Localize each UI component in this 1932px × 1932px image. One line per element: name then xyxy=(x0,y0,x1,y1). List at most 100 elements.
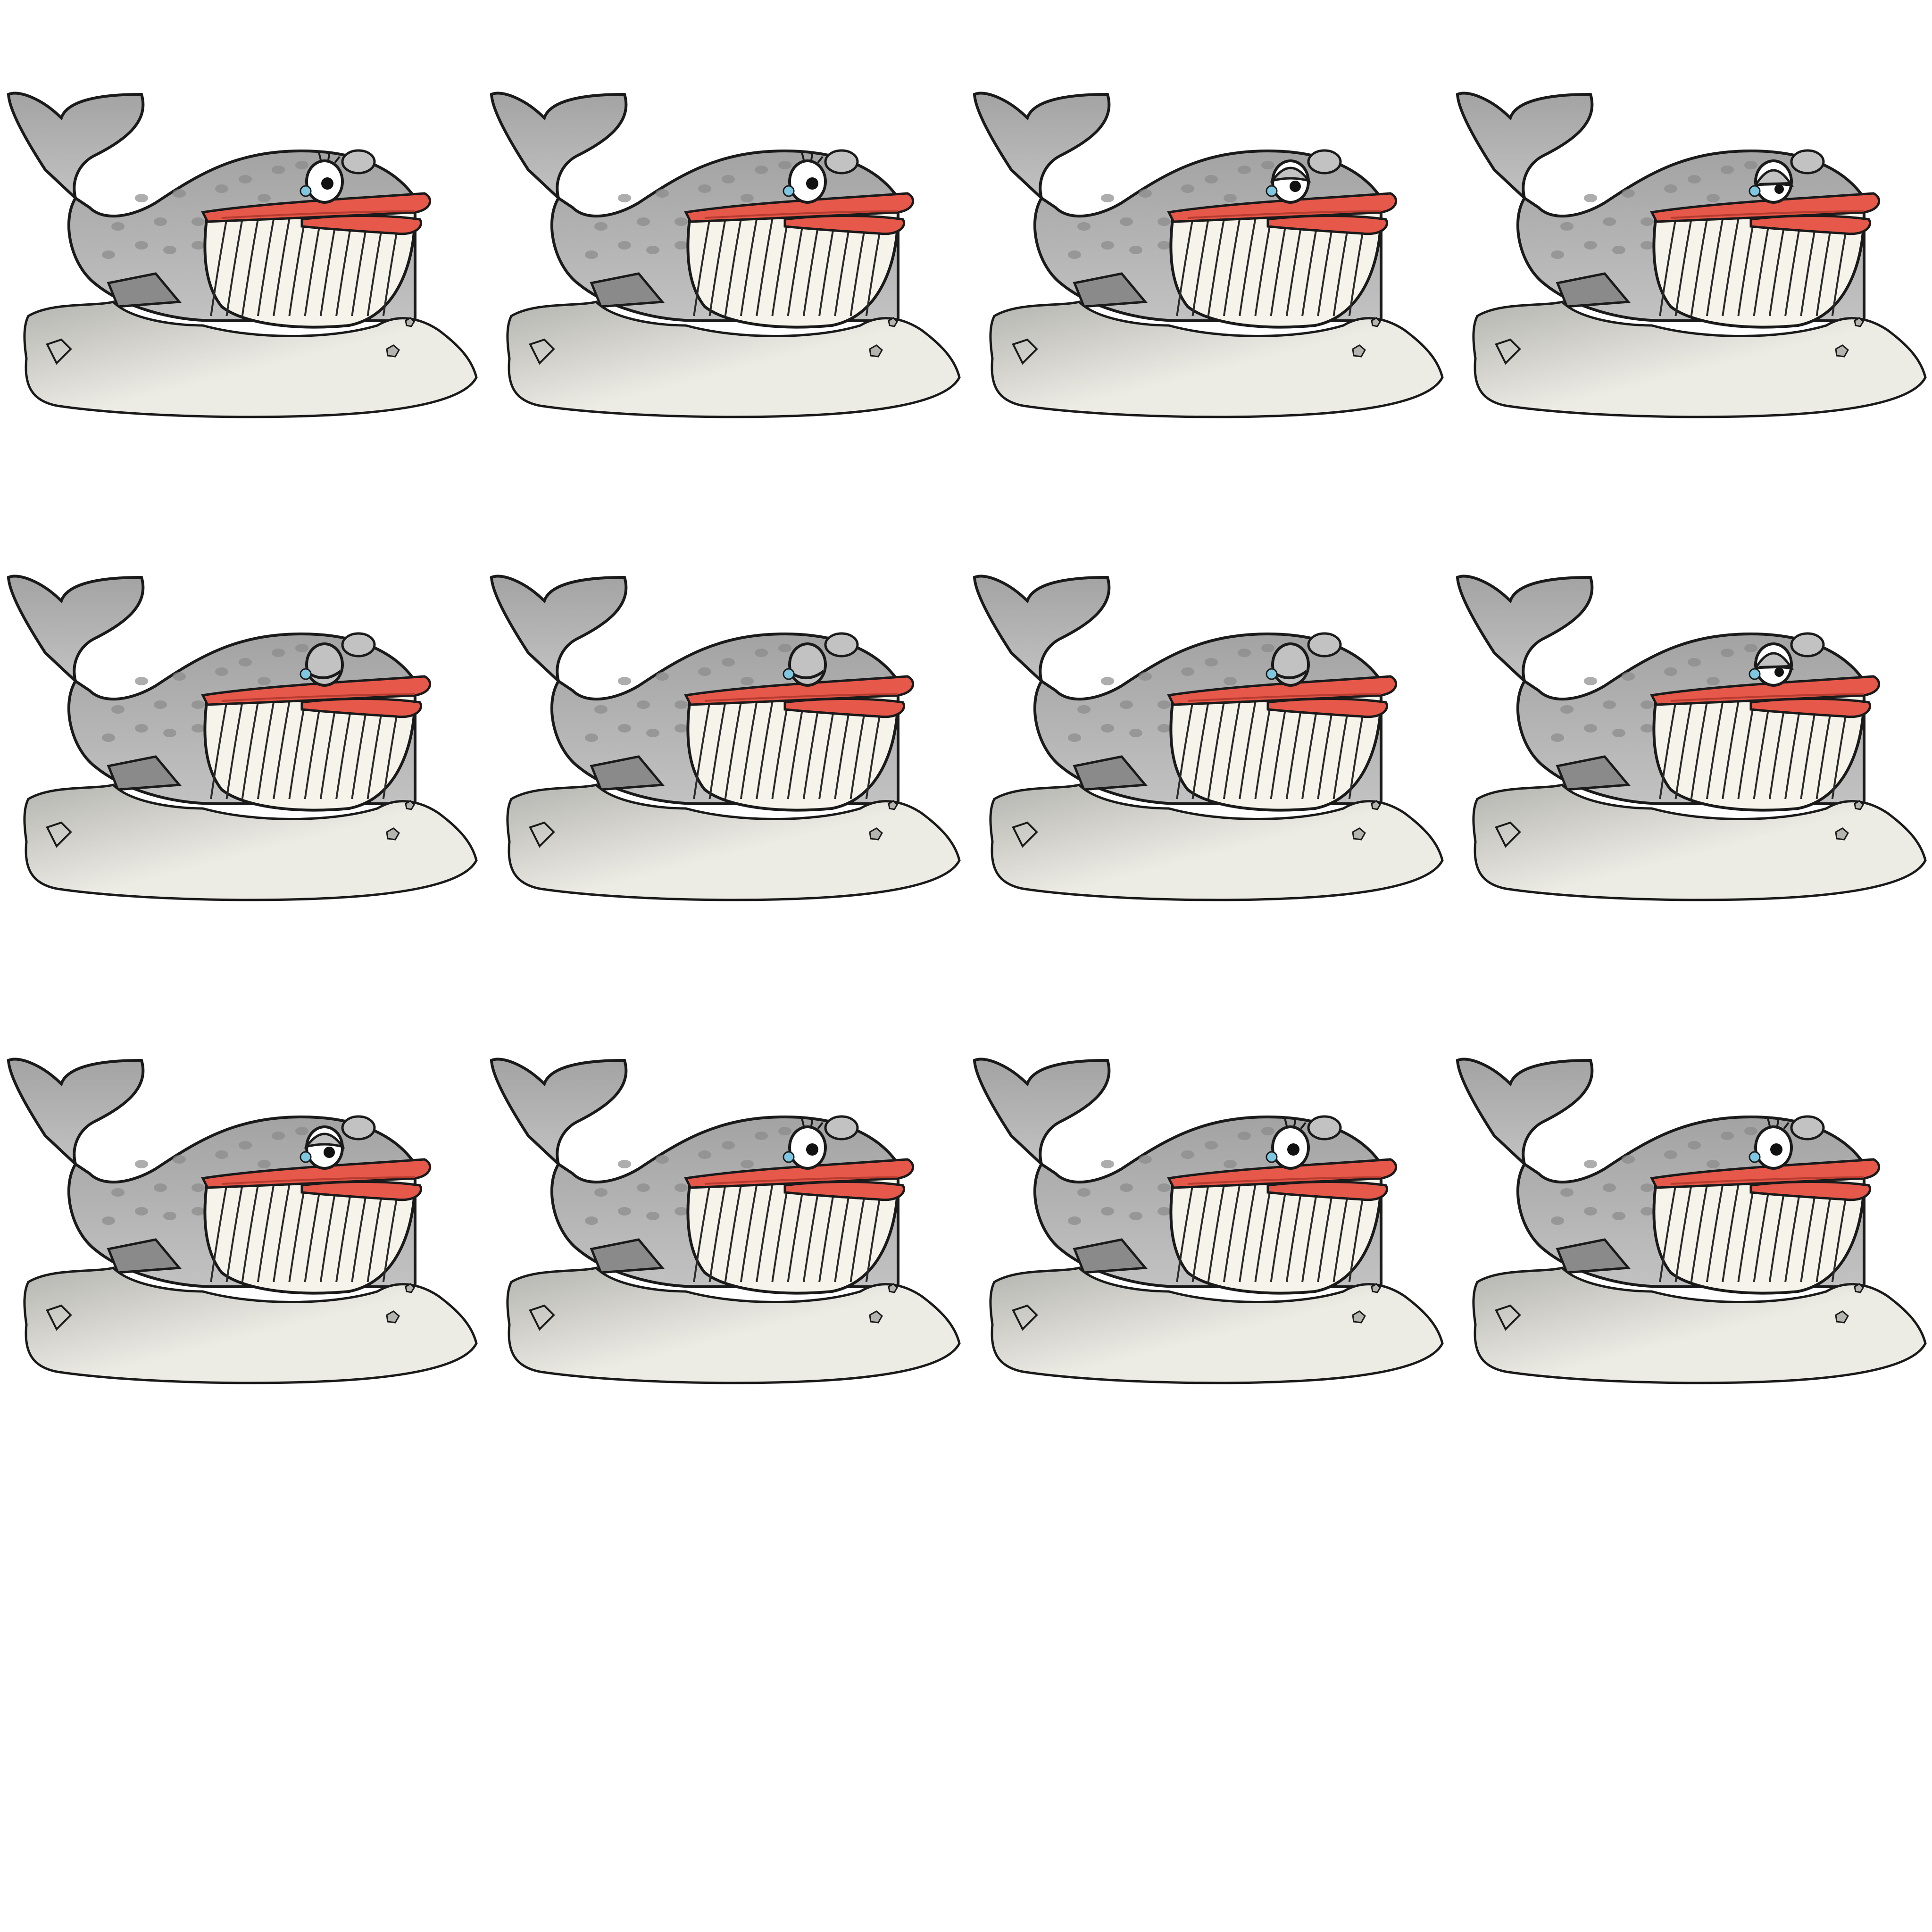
body-spot xyxy=(1101,1160,1114,1168)
pebble xyxy=(888,1283,898,1293)
whale-sprite-frame xyxy=(0,0,483,483)
tail-fluke xyxy=(490,92,628,203)
baleen-line xyxy=(288,1183,307,1282)
body-spot xyxy=(135,241,148,250)
body-spot xyxy=(646,1212,659,1220)
body-spot xyxy=(258,1160,271,1168)
body-spot xyxy=(675,217,688,226)
body-spot xyxy=(722,1141,735,1149)
body-spot xyxy=(1139,1155,1152,1164)
body-spot xyxy=(1622,1155,1635,1164)
tail-fluke xyxy=(490,1058,628,1169)
body-spot xyxy=(1120,1183,1133,1192)
body-spot xyxy=(1101,1207,1114,1216)
body-spot xyxy=(135,1207,148,1216)
whale-sprite xyxy=(7,1058,478,1384)
tail-fluke xyxy=(973,92,1111,203)
lower-lip xyxy=(300,215,422,235)
baleen-line xyxy=(1191,1183,1210,1282)
pebble xyxy=(386,827,400,841)
baleen-line xyxy=(740,700,758,799)
tail-fluke xyxy=(490,575,628,686)
baleen xyxy=(203,1177,417,1295)
tail-fluke xyxy=(1456,575,1594,686)
rock-crack xyxy=(1012,338,1038,365)
body-spot xyxy=(1551,733,1564,742)
body-spot xyxy=(594,705,608,714)
baleen-line xyxy=(771,1183,790,1282)
baleen-line xyxy=(241,1183,259,1282)
body-spot xyxy=(1261,644,1274,652)
body-spot xyxy=(1641,241,1654,250)
eye xyxy=(783,632,859,687)
body-spot xyxy=(618,724,631,733)
baleen-line xyxy=(1223,217,1241,316)
baleen-line xyxy=(740,217,758,316)
body-spot xyxy=(755,1132,768,1140)
body-spot xyxy=(778,644,791,652)
baleen xyxy=(203,694,417,812)
body-spot xyxy=(1101,194,1114,202)
tear-drop xyxy=(1266,1151,1278,1163)
body-spot xyxy=(1612,246,1625,254)
lip-shadow xyxy=(1187,1176,1382,1185)
body-spot xyxy=(295,161,308,169)
pupil xyxy=(1774,184,1784,194)
body-spot xyxy=(239,658,252,666)
body-spot xyxy=(1622,189,1635,198)
body-spot xyxy=(1603,217,1616,226)
body-spot xyxy=(102,1216,115,1225)
eye xyxy=(1266,632,1342,687)
baleen-line xyxy=(1659,1183,1677,1282)
body-spot xyxy=(1238,649,1251,657)
upper-lip xyxy=(201,675,432,706)
body-spot xyxy=(258,677,271,685)
body-spot xyxy=(722,658,735,666)
pebble xyxy=(1371,317,1381,327)
pupil xyxy=(806,1143,818,1156)
upper-lip xyxy=(1167,1158,1398,1189)
eye xyxy=(1266,149,1342,204)
body-spot xyxy=(1584,241,1597,250)
body-spot xyxy=(1664,1150,1677,1159)
body-spot xyxy=(1068,733,1081,742)
lower-lip xyxy=(1266,698,1388,718)
lower-lip xyxy=(1266,1181,1388,1201)
pupil xyxy=(324,1147,335,1158)
far-eye xyxy=(824,149,859,175)
whale-sprite-frame xyxy=(1449,483,1932,966)
body-spot xyxy=(1641,700,1654,709)
body-spot xyxy=(239,1141,252,1149)
body-spot xyxy=(1744,161,1757,169)
pebble xyxy=(1352,1310,1366,1324)
baleen-line xyxy=(241,217,259,316)
lower-lip xyxy=(783,215,905,235)
pebble xyxy=(888,317,898,327)
eyelashes xyxy=(1284,1117,1307,1130)
body-spot xyxy=(192,217,205,226)
baleen-line xyxy=(1674,1183,1693,1282)
body-spot xyxy=(1120,217,1133,226)
pupil xyxy=(806,177,818,190)
eyelid xyxy=(1270,167,1311,183)
baleen-line xyxy=(693,700,711,799)
lip-shadow xyxy=(221,210,416,219)
upper-lip xyxy=(1167,675,1398,706)
body-spot xyxy=(239,175,252,183)
baleen-line xyxy=(1659,217,1677,316)
far-eye xyxy=(1307,632,1342,658)
far-eye xyxy=(1307,1115,1342,1141)
baleen xyxy=(1169,1177,1383,1295)
baleen-line xyxy=(1207,700,1225,799)
whale-sprite xyxy=(7,92,478,418)
body-spot xyxy=(1077,222,1091,231)
baleen-line xyxy=(756,217,774,316)
body-spot xyxy=(1688,175,1701,183)
body-spot xyxy=(1707,194,1720,202)
baleen xyxy=(203,211,417,329)
eyelashes xyxy=(318,151,341,164)
body-spot xyxy=(1612,729,1625,737)
baleen-line xyxy=(1176,700,1194,799)
whale-sprite xyxy=(973,1058,1444,1384)
body-spot xyxy=(1181,667,1194,676)
